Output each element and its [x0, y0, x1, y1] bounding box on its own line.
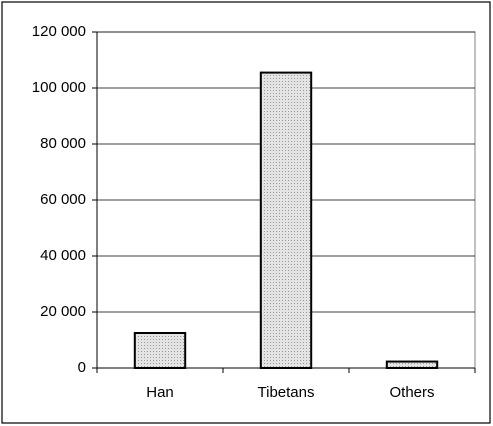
bar	[259, 71, 313, 369]
y-tick-label: 80 000	[40, 135, 86, 152]
x-tick-label: Tibetans	[258, 384, 315, 401]
bar	[133, 332, 187, 369]
y-tick-label: 20 000	[40, 303, 86, 320]
y-tick-label: 60 000	[40, 191, 86, 208]
y-tick-label: 40 000	[40, 247, 86, 264]
bar	[385, 360, 439, 369]
x-tick-label: Others	[389, 384, 434, 401]
y-tick-label: 0	[78, 359, 86, 376]
y-tick-label: 100 000	[32, 79, 86, 96]
x-tick-label: Han	[146, 384, 174, 401]
y-tick-label: 120 000	[32, 23, 86, 40]
